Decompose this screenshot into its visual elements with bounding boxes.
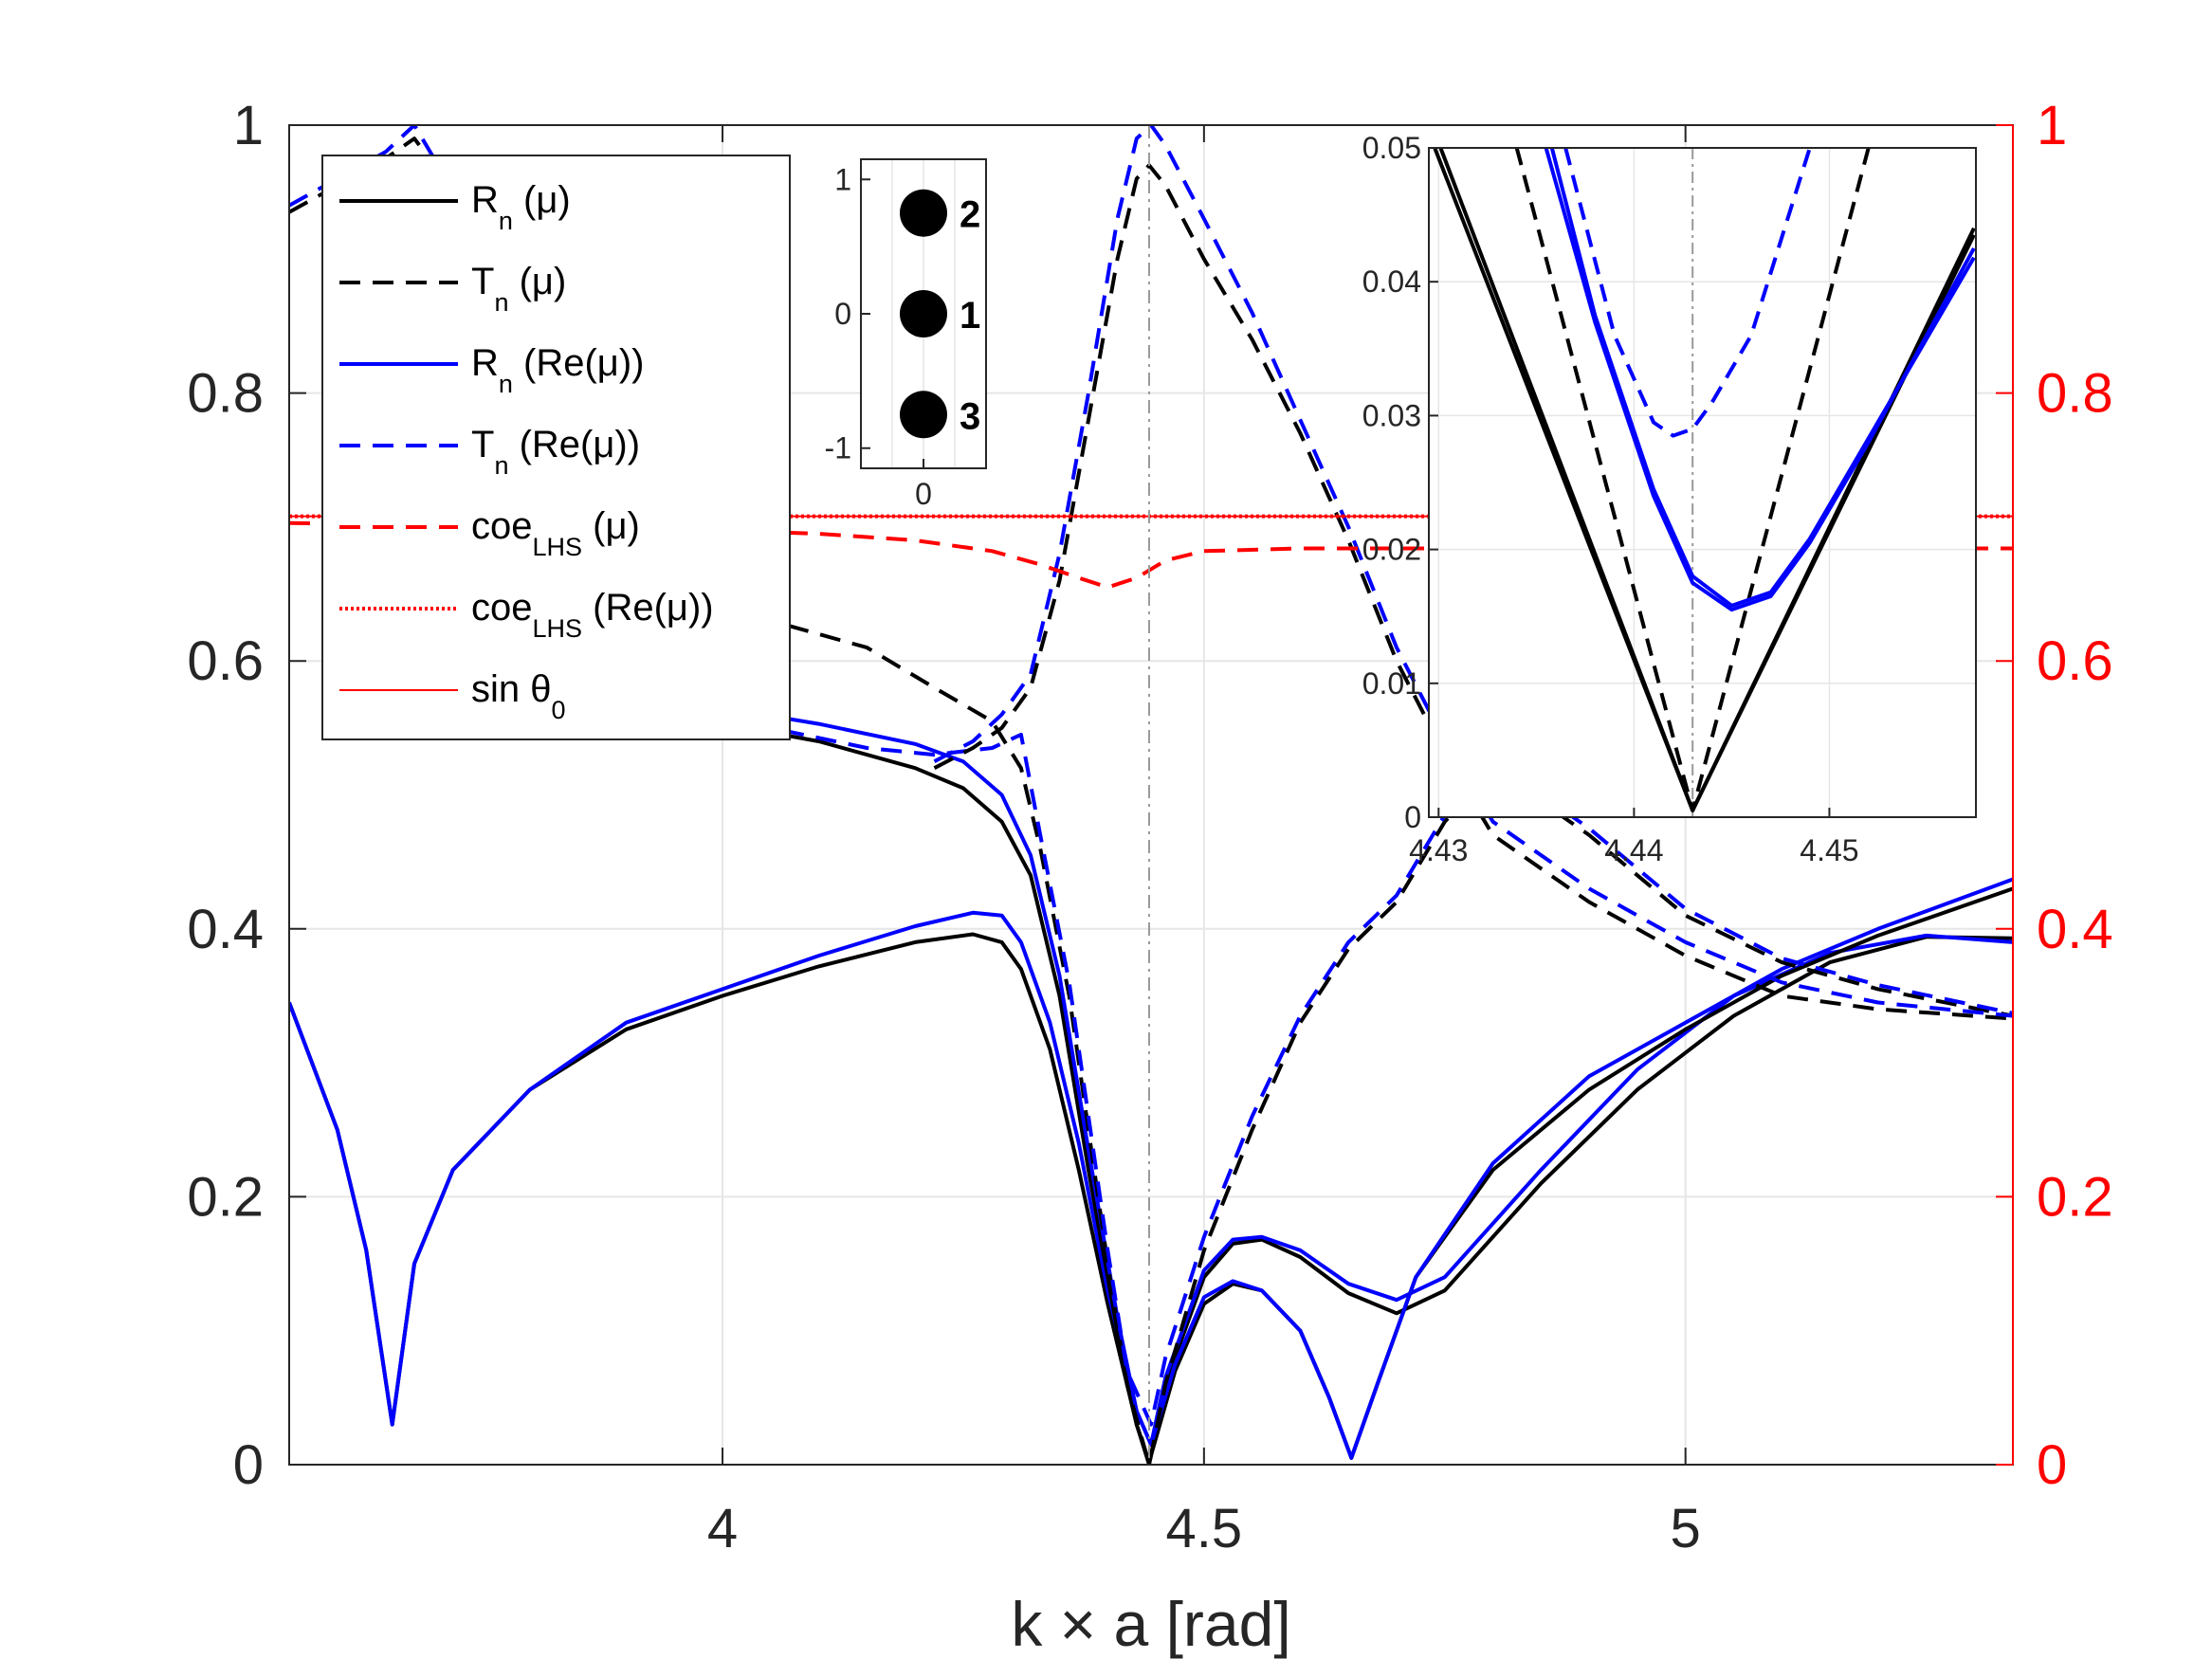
legend-label: coeLHS (μ) [471, 505, 640, 561]
legend[interactable]: Rn (μ) Tn (μ) Rn (Re(μ)) Tn (Re(μ)) coeLHS (… [321, 155, 791, 740]
zoom-inset-ticks: 4.43 4.44 4.45 0 0.01 0.02 0.03 0.04 0.05 [1362, 131, 1859, 867]
layout-inset: 0 -1 0 1 2 1 3 [825, 158, 987, 511]
y-tick-label: 0.2 [187, 1166, 264, 1228]
scatterer-2 [900, 189, 947, 237]
legend-entry[interactable]: Rn (μ) [339, 179, 571, 235]
legend-label: Tn (μ) [471, 261, 566, 317]
zoom-y-tick-label: 0.03 [1362, 398, 1421, 432]
legend-entry[interactable]: coeLHS (Re(μ)) [339, 587, 714, 643]
legend-label: coeLHS (Re(μ)) [471, 587, 714, 643]
y-tick-label: 1 [233, 95, 264, 156]
scatterer-label: 3 [960, 395, 980, 437]
legend-entry[interactable]: Rn (Re(μ)) [339, 342, 645, 398]
scatterer-3 [900, 391, 947, 439]
zoom-y-tick-label: 0 [1404, 800, 1421, 834]
x-tick-label: 4.5 [1166, 1498, 1243, 1559]
zoom-x-tick-label: 4.44 [1604, 833, 1663, 867]
legend-entry[interactable]: Tn (μ) [339, 261, 566, 317]
main-ticks: 4 4.5 5 0 0.2 0.4 0.6 0.8 1 0 0.2 0.4 0.6 0.8 1 [187, 95, 2112, 1559]
zoom-inset-area [1429, 148, 1976, 817]
legend-label: Rn (μ) [471, 179, 571, 235]
zoom-series-line-4 [1549, 148, 1976, 608]
legend-entries: Rn (μ) Tn (μ) Rn (Re(μ)) Tn (Re(μ)) coeLHS (… [339, 179, 714, 724]
legend-label: sin θ0 [471, 668, 566, 724]
zoom-y-tick-label: 0.04 [1362, 264, 1421, 299]
y2-tick-label: 0.2 [2037, 1166, 2113, 1228]
legend-entry[interactable]: Tn (Re(μ)) [339, 424, 640, 480]
y-tick-label: 0.4 [187, 899, 264, 960]
x-tick-label: 4 [707, 1498, 738, 1559]
y-tick-label: 0.6 [187, 630, 264, 692]
y2-tick-label: 0.6 [2037, 630, 2113, 692]
main-series-layer [289, 125, 2013, 1465]
series-line-3 [568, 672, 2013, 1460]
layout-inset-points: 2 1 3 [900, 189, 980, 439]
y2-tick-label: 0.4 [2037, 899, 2113, 960]
legend-box [321, 155, 791, 740]
zoom-series-line-2 [1514, 148, 1871, 812]
layout-y-tick-label: 0 [834, 297, 851, 331]
zoom-series-line-5 [1563, 148, 1812, 438]
series-line-6 [933, 163, 2013, 1021]
scatterer-label: 2 [960, 194, 980, 236]
y-tick-label: 0.8 [187, 363, 264, 425]
zoom-inset-frame [1428, 147, 1977, 818]
legend-entry[interactable]: sin θ0 [339, 668, 566, 724]
x-tick-label: 5 [1671, 1498, 1701, 1559]
layout-inset-ticks: 0 -1 0 1 [825, 162, 932, 511]
scatterer-1 [900, 290, 947, 337]
series-line-2 [568, 685, 2013, 1465]
y2-tick-label: 0.8 [2037, 363, 2113, 425]
layout-y-tick-label: -1 [825, 431, 851, 465]
zoom-y-tick-label: 0.01 [1362, 666, 1421, 701]
layout-x-tick-label: 0 [915, 477, 932, 511]
series-line-1 [289, 910, 2013, 1447]
y2-tick-label: 1 [2037, 95, 2067, 156]
y2-tick-label: 0 [2037, 1434, 2067, 1496]
zoom-series-line-3 [1544, 148, 1976, 612]
legend-entry[interactable]: coeLHS (μ) [339, 505, 640, 561]
legend-label: Tn (Re(μ)) [471, 424, 640, 480]
x-axis-label: k × a [rad] [1011, 1589, 1290, 1659]
zoom-inset-series-layer [1433, 148, 1976, 812]
zoom-y-tick-label: 0.05 [1362, 131, 1421, 165]
zoom-x-tick-label: 4.43 [1409, 833, 1468, 867]
legend-label: Rn (Re(μ)) [471, 342, 645, 398]
scatterer-label: 1 [960, 295, 980, 337]
y-tick-label: 0 [233, 1434, 264, 1496]
zoom-inset: 4.43 4.44 4.45 0 0.01 0.02 0.03 0.04 0.05 [1362, 131, 1977, 867]
layout-y-tick-label: 1 [834, 162, 851, 196]
zoom-x-tick-label: 4.45 [1800, 833, 1858, 867]
zoom-y-tick-label: 0.02 [1362, 533, 1421, 567]
